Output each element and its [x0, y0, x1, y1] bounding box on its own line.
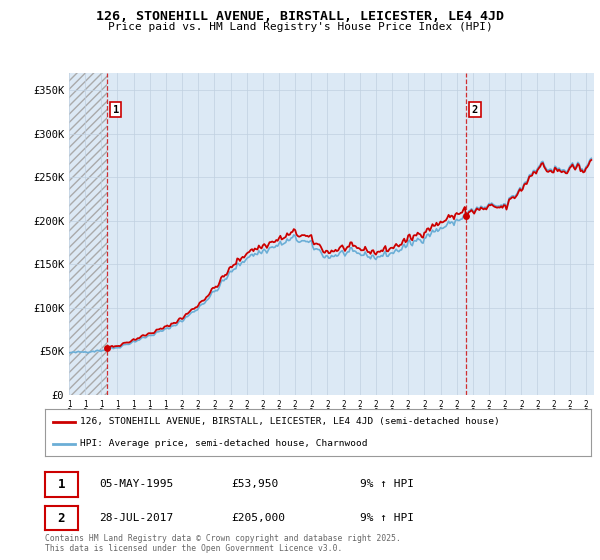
Text: 2: 2 [58, 511, 65, 525]
Text: 1: 1 [113, 105, 119, 115]
Text: 126, STONEHILL AVENUE, BIRSTALL, LEICESTER, LE4 4JD: 126, STONEHILL AVENUE, BIRSTALL, LEICEST… [96, 10, 504, 23]
Text: 2: 2 [472, 105, 478, 115]
Text: Price paid vs. HM Land Registry's House Price Index (HPI): Price paid vs. HM Land Registry's House … [107, 22, 493, 32]
Text: £205,000: £205,000 [231, 513, 285, 523]
Text: Contains HM Land Registry data © Crown copyright and database right 2025.
This d: Contains HM Land Registry data © Crown c… [45, 534, 401, 553]
Text: 28-JUL-2017: 28-JUL-2017 [99, 513, 173, 523]
Text: 9% ↑ HPI: 9% ↑ HPI [360, 513, 414, 523]
Text: 126, STONEHILL AVENUE, BIRSTALL, LEICESTER, LE4 4JD (semi-detached house): 126, STONEHILL AVENUE, BIRSTALL, LEICEST… [80, 417, 500, 426]
Text: £53,950: £53,950 [231, 479, 278, 489]
Text: 1: 1 [58, 478, 65, 491]
Text: HPI: Average price, semi-detached house, Charnwood: HPI: Average price, semi-detached house,… [80, 439, 368, 448]
Bar [69, 73, 107, 395]
Text: 05-MAY-1995: 05-MAY-1995 [99, 479, 173, 489]
Text: 9% ↑ HPI: 9% ↑ HPI [360, 479, 414, 489]
